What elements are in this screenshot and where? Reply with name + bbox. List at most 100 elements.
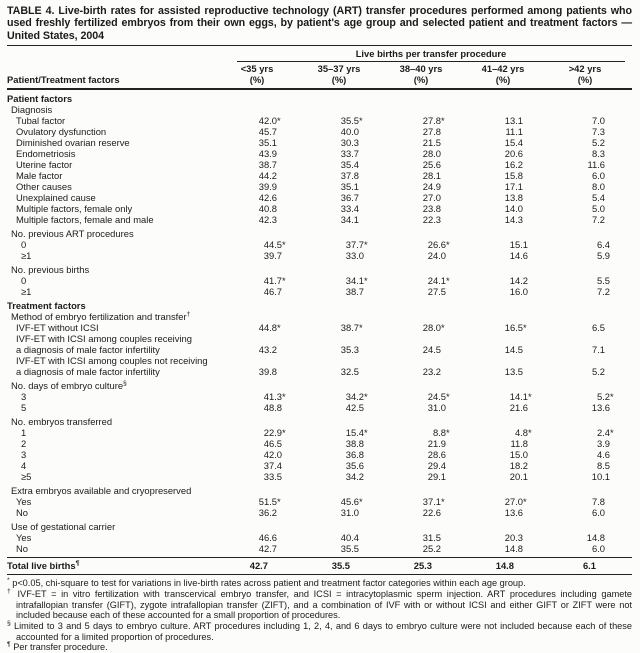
value-cell: 15.8 [471, 170, 553, 181]
value-cell: 35.4 [307, 159, 389, 170]
value-number: 46.6 [258, 532, 277, 544]
column-range: <35 yrs [240, 63, 274, 75]
significance-star [605, 137, 612, 148]
row-label: 2 [7, 438, 230, 449]
table-row: Ovulatory dysfunction 45.7 40.0 27.8 11.1 7.3 [7, 126, 632, 137]
value-number: 42.0 [263, 449, 282, 461]
value-number: 27.0 [504, 496, 523, 508]
value-cell: 33.5 [230, 471, 312, 482]
value-number: 38.7 [340, 322, 359, 334]
value-cell: 15.4 [471, 137, 553, 148]
footnote: § Limited to 3 and 5 days to embryo cult… [7, 620, 632, 642]
value-number: 33.7 [340, 148, 359, 160]
significance-star [523, 181, 530, 192]
row-label: No. previous ART procedures [7, 228, 220, 239]
table-row: Other causes 39.9 35.1 24.9 17.1 8.0 [7, 181, 632, 192]
value-cell: 14.0 [471, 203, 553, 214]
value-number: 39.7 [263, 250, 282, 262]
significance-star: * [364, 427, 368, 439]
significance-star [277, 192, 284, 203]
row-label: Multiple factors, female and male [7, 214, 225, 225]
significance-star [446, 250, 453, 261]
value-cell: 15.1 [476, 239, 558, 250]
value-number: 45.6 [340, 496, 359, 508]
value-cell: 5.5 [558, 275, 640, 286]
value-cell: 14.8 [462, 560, 544, 571]
value-cell: 37.7 * [312, 239, 394, 250]
value-cell: 36.7 [307, 192, 389, 203]
row-label-text: No [16, 543, 28, 555]
value-cell: 5.0 [553, 203, 635, 214]
significance-star [277, 532, 284, 543]
row-label-line2: a diagnosis of male factor infertility [16, 366, 160, 378]
significance-star: * [610, 427, 614, 439]
value-number: 42.5 [345, 402, 364, 414]
value-number: 36.8 [345, 449, 364, 461]
row-label-line2: a diagnosis of male factor infertility [16, 344, 160, 356]
value-number: 44.2 [258, 170, 277, 182]
table-row: IVF-ET with ICSI among couples not recei… [7, 355, 632, 377]
value-number: 38.7 [345, 286, 364, 298]
significance-star [446, 286, 453, 297]
value-number: 8.3 [591, 148, 605, 160]
row-label: IVF-ET with ICSI among couples not recei… [7, 355, 225, 377]
value-number: 41.7 [263, 275, 282, 287]
value-number: 3.9 [596, 438, 610, 450]
footnote-text: Limited to 3 and 5 days to embryo cultur… [10, 621, 632, 642]
value-cell: 30.3 [307, 137, 389, 148]
significance-star: * [528, 427, 532, 439]
column-range: >42 yrs [568, 63, 602, 75]
value-cell: 43.2 [225, 344, 307, 355]
value-cell: 42.5 [312, 402, 394, 413]
row-label: No. previous births [7, 264, 220, 275]
significance-star: * [359, 322, 363, 334]
row-label: IVF-ET without ICSI [7, 322, 225, 333]
value-cell: 17.1 [471, 181, 553, 192]
value-number: 35.1 [340, 181, 359, 193]
value-cell: 44.8 * [225, 322, 307, 333]
significance-star [528, 449, 535, 460]
value-number: 46.7 [263, 286, 282, 298]
table-row: No. embryos transferred [7, 416, 632, 427]
row-label-text: Extra embryos available and cryopreserve… [11, 485, 192, 497]
value-number: 21.6 [509, 402, 528, 414]
row-label: IVF-ET with ICSI among couples receiving… [7, 333, 225, 355]
value-cell: 35.5 [307, 543, 389, 554]
value-number: 7.8 [591, 496, 605, 508]
significance-star [359, 126, 366, 137]
significance-star [528, 438, 535, 449]
value-cell: 21.6 [476, 402, 558, 413]
significance-star [441, 148, 448, 159]
significance-star [364, 449, 371, 460]
value-cell: 7.0 [553, 115, 635, 126]
table-row: Yes 46.6 40.4 31.5 20.3 14.8 [7, 532, 632, 543]
value-cell: 3.9 [558, 438, 640, 449]
row-label-text: Unexplained cause [16, 192, 96, 204]
value-cell: 39.9 [225, 181, 307, 192]
value-number: 29.4 [427, 460, 446, 472]
significance-star [359, 507, 366, 518]
value-number: 5.2 [596, 391, 610, 403]
value-number: 14.8 [586, 532, 605, 544]
significance-star [523, 192, 530, 203]
significance-star: * [446, 275, 450, 287]
row-label: ≥5 [7, 471, 230, 482]
value-number: 31.0 [427, 402, 446, 414]
column-range: 38–40 yrs [399, 63, 443, 75]
value-number: 13.5 [504, 366, 523, 378]
row-label-text: No. embryos transferred [11, 416, 113, 428]
significance-star [277, 507, 284, 518]
significance-star [441, 543, 448, 554]
value-cell: 8.3 [553, 148, 635, 159]
row-label-text: Endometriosis [16, 148, 76, 160]
row-label-text: 1 [21, 427, 27, 439]
value-cell: 22.9 * [230, 427, 312, 438]
value-number: 33.0 [345, 250, 364, 262]
significance-star [364, 402, 371, 413]
value-cell: 40.0 [307, 126, 389, 137]
value-cell: 38.7 * [307, 322, 389, 333]
table-row: Tubal factor 42.0 * 35.5 * 27.8 * 13.1 7.0 [7, 115, 632, 126]
significance-star [359, 344, 366, 355]
significance-star: * [364, 239, 368, 251]
value-cell: 7.3 [553, 126, 635, 137]
